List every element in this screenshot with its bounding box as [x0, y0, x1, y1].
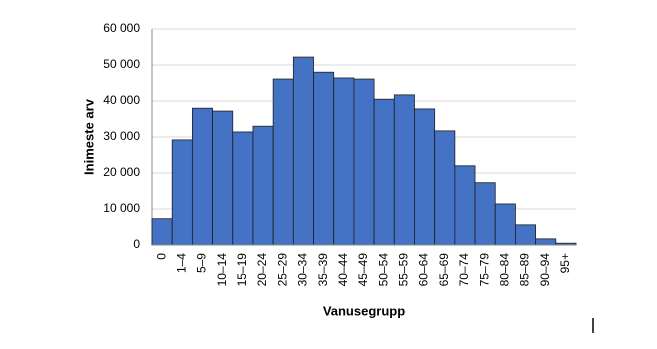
x-tick-label: 15–19: [235, 253, 249, 287]
y-tick-label: 30 000: [103, 129, 140, 143]
bar: [191, 107, 213, 246]
y-tick-label: 0: [133, 237, 140, 251]
bar: [272, 78, 294, 246]
x-tick-label: 85–89: [518, 253, 532, 287]
x-tick-label: 75–79: [477, 253, 491, 287]
x-tick-label: 90–94: [538, 253, 552, 287]
x-tick-label: 70–74: [457, 253, 471, 287]
x-tick-label: 0: [154, 253, 168, 260]
x-tick-label: 95+: [558, 253, 572, 273]
bar: [212, 110, 234, 246]
bar: [292, 56, 314, 246]
bar: [494, 203, 516, 246]
bar: [353, 78, 375, 246]
bar: [313, 71, 335, 246]
bar: [515, 224, 537, 246]
x-tick-label: 40–44: [336, 253, 350, 287]
bar: [252, 125, 274, 246]
y-tick-label: 10 000: [103, 201, 140, 215]
y-axis-title: Inimeste arv: [81, 98, 96, 175]
bar: [171, 139, 193, 246]
bar: [393, 94, 415, 246]
x-tick-label: 60–64: [417, 253, 431, 287]
x-tick-label: 80–84: [498, 253, 512, 287]
x-tick-label: 25–29: [275, 253, 289, 287]
bar: [373, 98, 395, 246]
x-tick-label: 45–49: [356, 253, 370, 287]
bar: [535, 238, 557, 246]
x-tick-label: 1–4: [174, 253, 188, 273]
x-tick-label: 50–54: [376, 253, 390, 287]
bar: [474, 182, 496, 246]
bar: [151, 218, 173, 246]
y-tick-label: 40 000: [103, 93, 140, 107]
x-axis-title: Vanusegrupp: [323, 303, 405, 318]
x-tick-label: 65–69: [437, 253, 451, 287]
y-tick-label: 20 000: [103, 165, 140, 179]
x-tick-label: 30–34: [296, 253, 310, 287]
bar: [434, 130, 456, 246]
y-tick-label: 60 000: [103, 21, 140, 35]
x-tick-label: 10–14: [215, 253, 229, 287]
bar: [454, 165, 476, 246]
x-tick-label: 5–9: [195, 253, 209, 273]
x-tick-label: 35–39: [316, 253, 330, 287]
bar: [333, 77, 355, 246]
x-tick-label: 20–24: [255, 253, 269, 287]
bar: [414, 108, 436, 246]
x-tick-label: 55–59: [397, 253, 411, 287]
y-tick-label: 50 000: [103, 57, 140, 71]
bar: [232, 131, 254, 246]
